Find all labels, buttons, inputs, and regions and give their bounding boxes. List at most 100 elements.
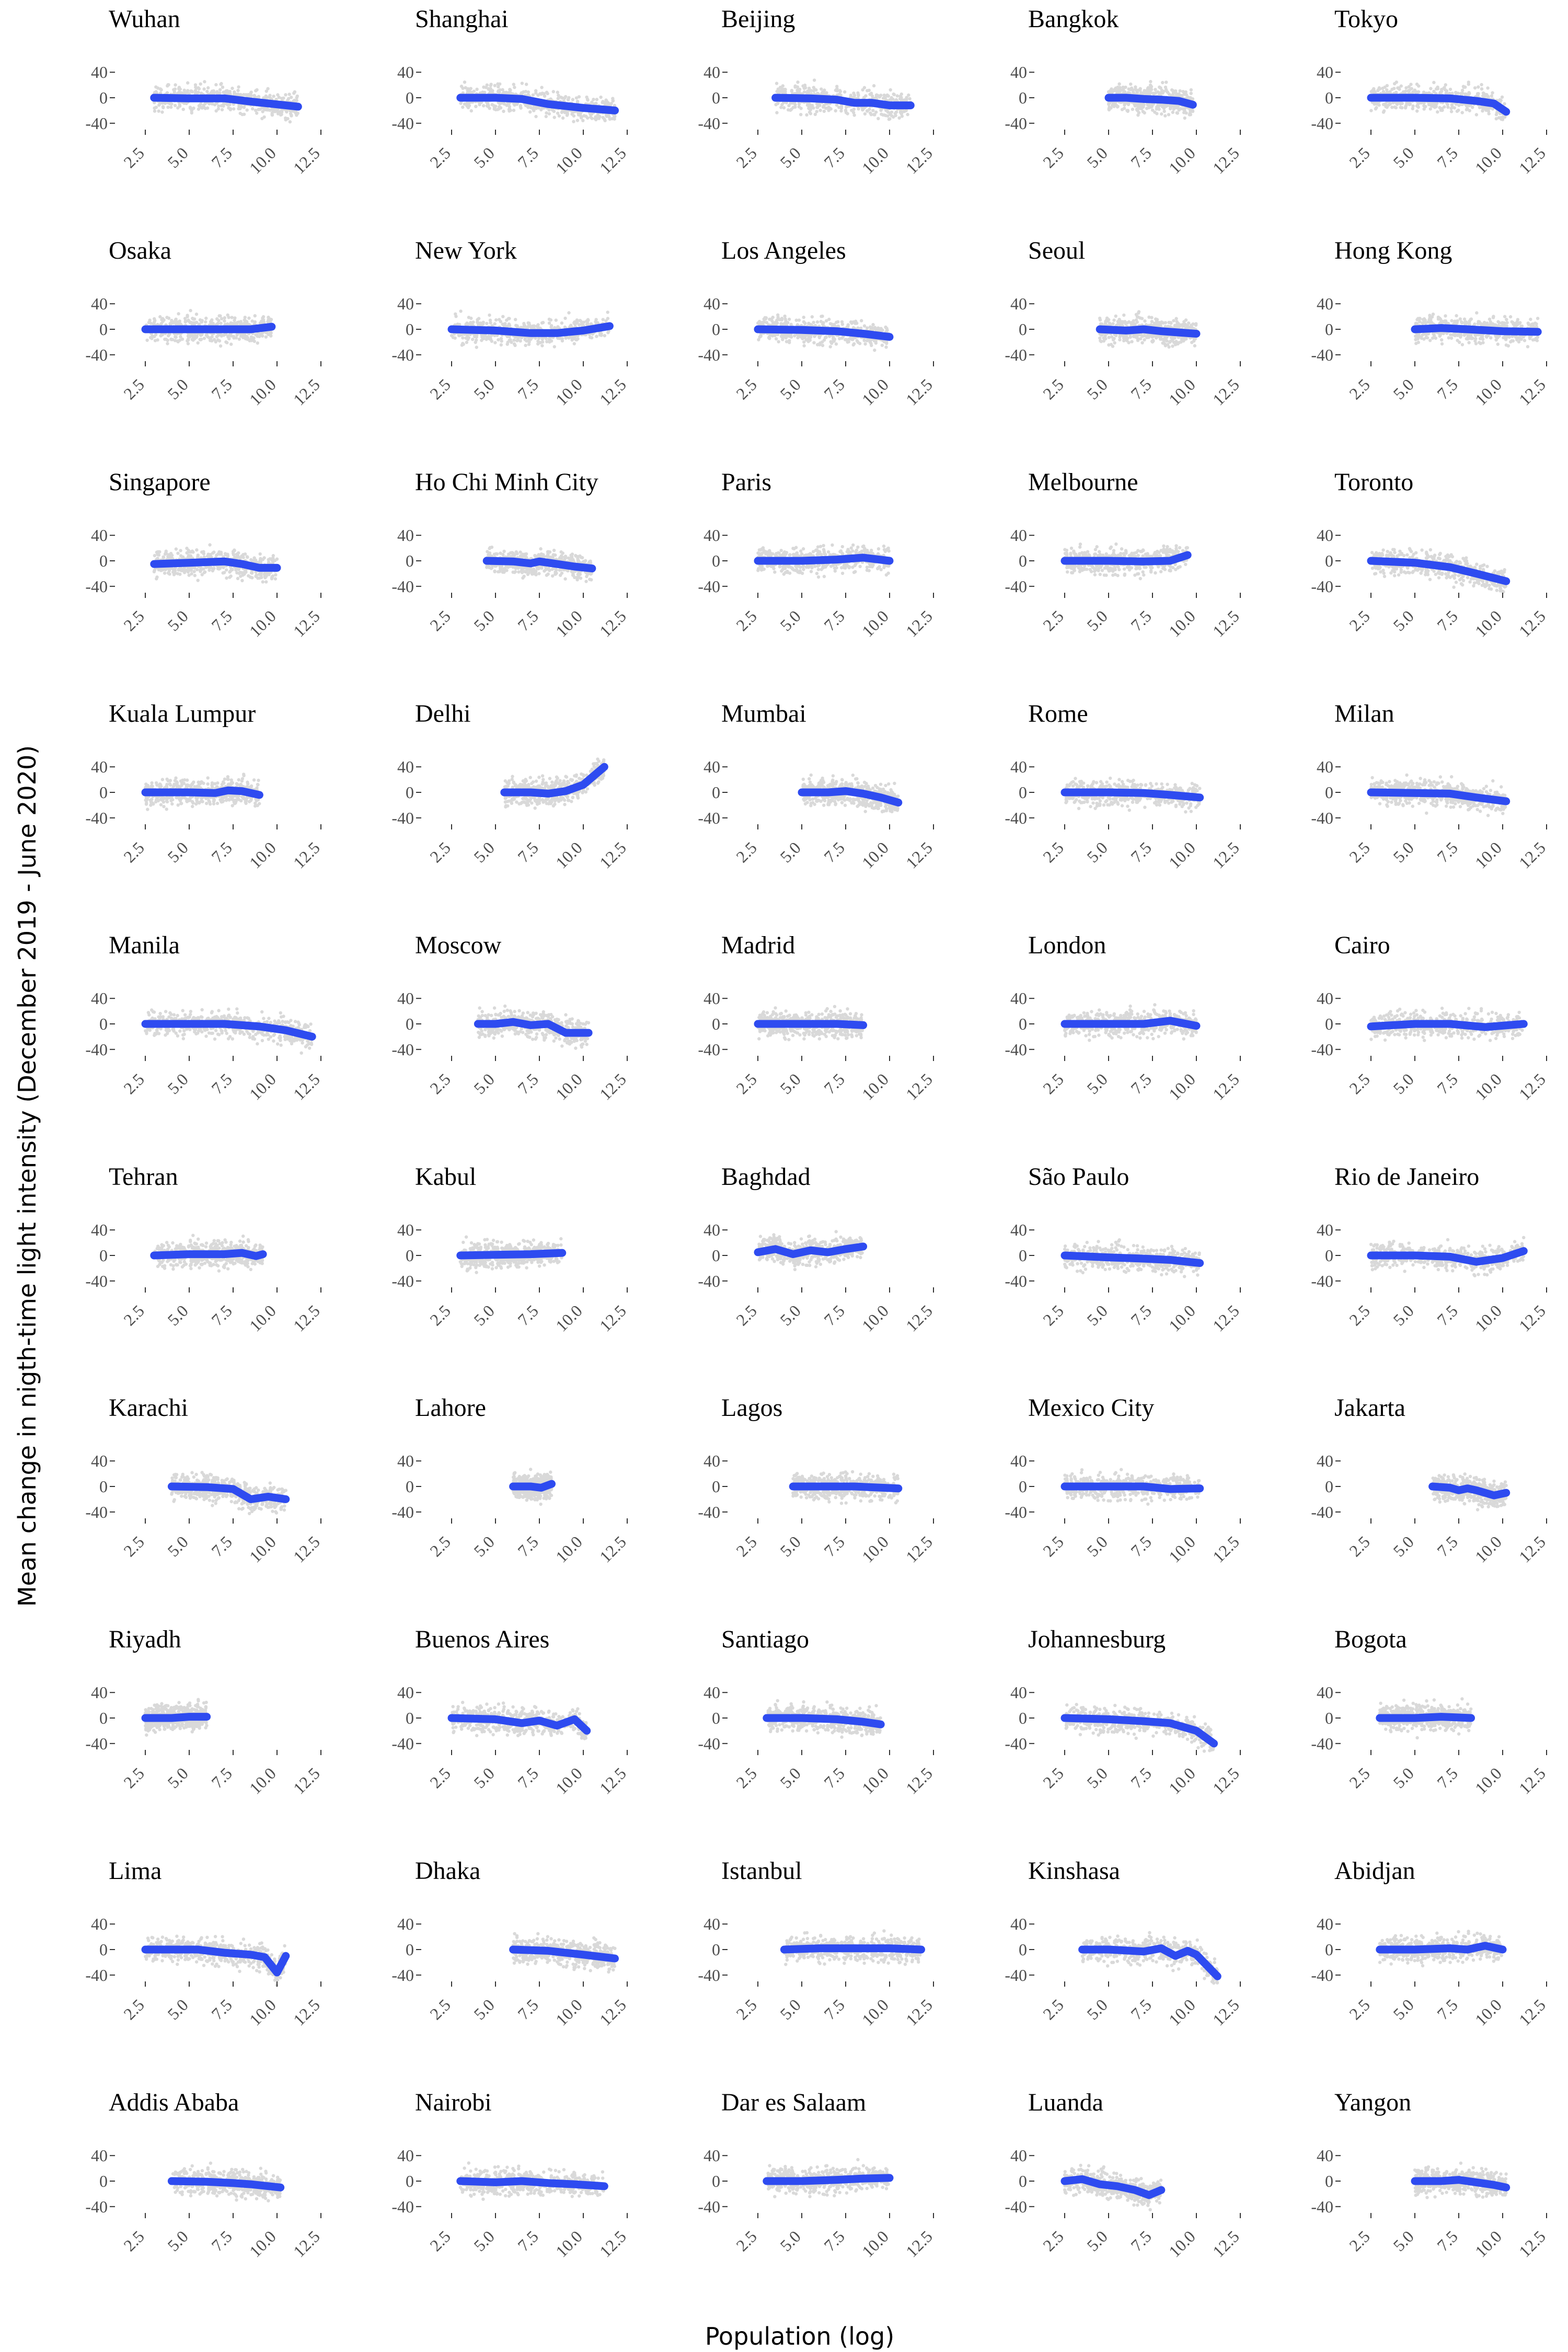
data-point <box>191 338 194 341</box>
data-point <box>1133 102 1136 106</box>
data-point <box>186 81 189 84</box>
data-point <box>1393 106 1396 109</box>
data-point <box>160 322 163 325</box>
x-tick-label: 2.5 <box>732 375 760 403</box>
data-point <box>500 343 503 347</box>
data-point <box>560 321 563 325</box>
y-tick-label: 40 <box>91 294 108 313</box>
data-point <box>1112 318 1115 321</box>
data-point <box>1415 105 1419 108</box>
data-point <box>226 314 229 317</box>
x-tick-label: 12.5 <box>1209 143 1243 177</box>
data-point <box>165 338 168 341</box>
data-point <box>1113 341 1116 344</box>
data-point <box>266 320 269 323</box>
data-point <box>214 83 217 86</box>
data-point <box>167 83 170 86</box>
x-tick-label: 12.5 <box>902 375 936 409</box>
data-point <box>764 317 767 320</box>
data-point <box>576 119 579 122</box>
data-point <box>162 105 165 108</box>
data-point <box>1375 101 1378 105</box>
panel-title: Osaka <box>109 237 171 264</box>
facet-panel: Los Angeles400-402.5 5.0 7.5 10.0 12.5 <box>698 237 936 409</box>
data-point <box>238 338 241 341</box>
data-point <box>757 338 760 341</box>
data-point <box>1131 108 1134 111</box>
data-point <box>1149 84 1152 87</box>
data-point <box>863 342 867 345</box>
data-point <box>613 114 616 117</box>
data-point <box>1149 80 1152 83</box>
data-point <box>840 337 844 340</box>
data-point <box>1159 338 1162 341</box>
data-point <box>866 109 869 112</box>
data-point <box>1140 105 1144 108</box>
data-point <box>271 108 274 111</box>
data-point <box>825 107 828 110</box>
data-point <box>884 114 887 117</box>
data-point <box>1143 334 1146 337</box>
data-point <box>1113 89 1116 92</box>
data-point <box>1107 318 1110 321</box>
data-point <box>775 337 778 340</box>
data-point <box>482 104 485 107</box>
data-point <box>153 335 156 338</box>
data-point <box>1480 106 1483 109</box>
data-point <box>874 341 878 344</box>
data-point <box>202 87 205 90</box>
data-point <box>499 320 502 323</box>
data-point <box>548 112 551 116</box>
data-point <box>475 88 478 91</box>
data-point <box>612 99 615 102</box>
data-point <box>1151 334 1154 337</box>
data-point <box>1181 107 1184 110</box>
data-point <box>860 319 863 322</box>
x-tick-label: 7.5 <box>1127 375 1155 403</box>
data-point <box>782 106 786 109</box>
data-point <box>1490 94 1493 97</box>
data-point <box>1408 85 1411 88</box>
data-point <box>1495 113 1498 116</box>
panel-title: Tokyo <box>1334 5 1398 33</box>
data-point <box>1439 109 1443 112</box>
data-point <box>508 88 511 91</box>
x-tick-label: 7.5 <box>820 375 848 403</box>
data-point <box>567 311 570 314</box>
data-point <box>1374 107 1377 110</box>
data-point <box>463 80 466 84</box>
data-point <box>266 87 269 90</box>
data-point <box>856 339 859 342</box>
data-point <box>498 83 501 86</box>
data-point <box>175 336 178 339</box>
data-point <box>1163 336 1167 339</box>
x-tick-label: 7.5 <box>514 143 542 171</box>
data-point <box>260 117 263 120</box>
panel-title: Wuhan <box>109 5 180 33</box>
data-point <box>253 314 257 317</box>
data-point <box>527 321 531 325</box>
data-point <box>1385 88 1388 91</box>
data-point <box>1456 91 1459 95</box>
x-tick-label: 2.5 <box>120 375 148 403</box>
data-point <box>214 340 217 343</box>
data-point <box>1434 103 1437 106</box>
data-point <box>881 344 884 347</box>
data-point <box>1457 103 1460 107</box>
x-tick-label: 10.0 <box>1165 143 1199 177</box>
data-point <box>478 103 481 106</box>
data-point <box>556 90 559 94</box>
data-point <box>166 106 169 109</box>
y-tick-label: 0 <box>406 320 414 339</box>
data-point <box>457 334 460 337</box>
data-point <box>499 106 502 109</box>
data-point <box>787 108 790 111</box>
x-tick-label: 12.5 <box>290 375 324 409</box>
data-point <box>1457 109 1460 112</box>
data-point <box>217 319 220 322</box>
data-point <box>1151 339 1155 342</box>
y-tick-label: 0 <box>1019 88 1027 107</box>
data-point <box>818 341 822 344</box>
data-point <box>230 316 234 319</box>
